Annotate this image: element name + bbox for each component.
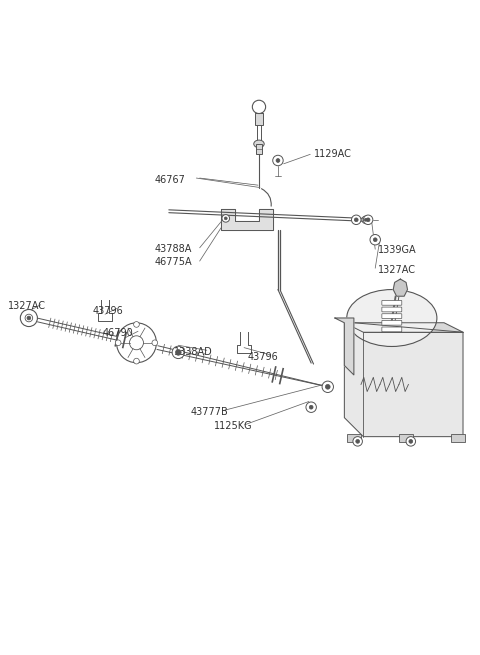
Circle shape: [115, 340, 121, 346]
Bar: [325, 385, 331, 388]
Ellipse shape: [254, 140, 264, 147]
Circle shape: [356, 440, 360, 443]
Circle shape: [353, 437, 362, 446]
Bar: [256, 144, 262, 155]
Text: 1125KG: 1125KG: [214, 421, 252, 431]
Polygon shape: [344, 323, 463, 437]
Circle shape: [133, 322, 139, 328]
Circle shape: [363, 215, 373, 225]
Circle shape: [27, 316, 31, 320]
Text: 46790: 46790: [102, 328, 133, 338]
Circle shape: [366, 218, 370, 221]
Text: 46767: 46767: [155, 176, 185, 185]
Circle shape: [276, 159, 280, 162]
Circle shape: [25, 314, 33, 322]
Circle shape: [20, 309, 37, 327]
FancyBboxPatch shape: [382, 307, 402, 312]
FancyBboxPatch shape: [382, 320, 402, 325]
Circle shape: [406, 437, 416, 446]
Circle shape: [117, 323, 156, 363]
Circle shape: [370, 234, 381, 245]
Circle shape: [252, 100, 265, 113]
Circle shape: [409, 440, 413, 443]
Circle shape: [172, 346, 184, 358]
Circle shape: [152, 340, 157, 346]
FancyBboxPatch shape: [382, 314, 402, 318]
Circle shape: [130, 336, 144, 350]
Polygon shape: [344, 323, 463, 332]
Circle shape: [133, 358, 139, 364]
Circle shape: [322, 381, 334, 392]
Text: 46775A: 46775A: [155, 257, 192, 267]
Text: 1339GA: 1339GA: [378, 245, 416, 255]
Circle shape: [351, 215, 361, 225]
Text: 1327AC: 1327AC: [378, 265, 416, 274]
Bar: [255, 113, 263, 125]
Text: 1327AC: 1327AC: [8, 301, 46, 311]
Polygon shape: [393, 279, 408, 296]
Circle shape: [354, 218, 358, 221]
FancyBboxPatch shape: [382, 301, 402, 305]
Circle shape: [325, 384, 330, 389]
Polygon shape: [221, 209, 273, 231]
FancyBboxPatch shape: [382, 327, 402, 332]
Polygon shape: [335, 318, 354, 375]
Text: 1129AC: 1129AC: [313, 149, 351, 159]
Text: 43796: 43796: [247, 352, 278, 362]
Bar: [451, 434, 466, 442]
Circle shape: [364, 218, 367, 221]
Text: 43777B: 43777B: [190, 407, 228, 417]
Circle shape: [273, 155, 283, 166]
Text: 43796: 43796: [93, 306, 124, 316]
Circle shape: [362, 216, 370, 223]
Circle shape: [306, 402, 316, 413]
Text: 1338AD: 1338AD: [174, 347, 212, 357]
Text: 43788A: 43788A: [155, 244, 192, 254]
Circle shape: [224, 217, 227, 220]
Circle shape: [373, 238, 377, 242]
Circle shape: [176, 350, 181, 355]
Bar: [399, 434, 413, 442]
Circle shape: [222, 215, 229, 222]
Bar: [347, 434, 361, 442]
Ellipse shape: [347, 290, 437, 346]
Circle shape: [309, 405, 313, 409]
